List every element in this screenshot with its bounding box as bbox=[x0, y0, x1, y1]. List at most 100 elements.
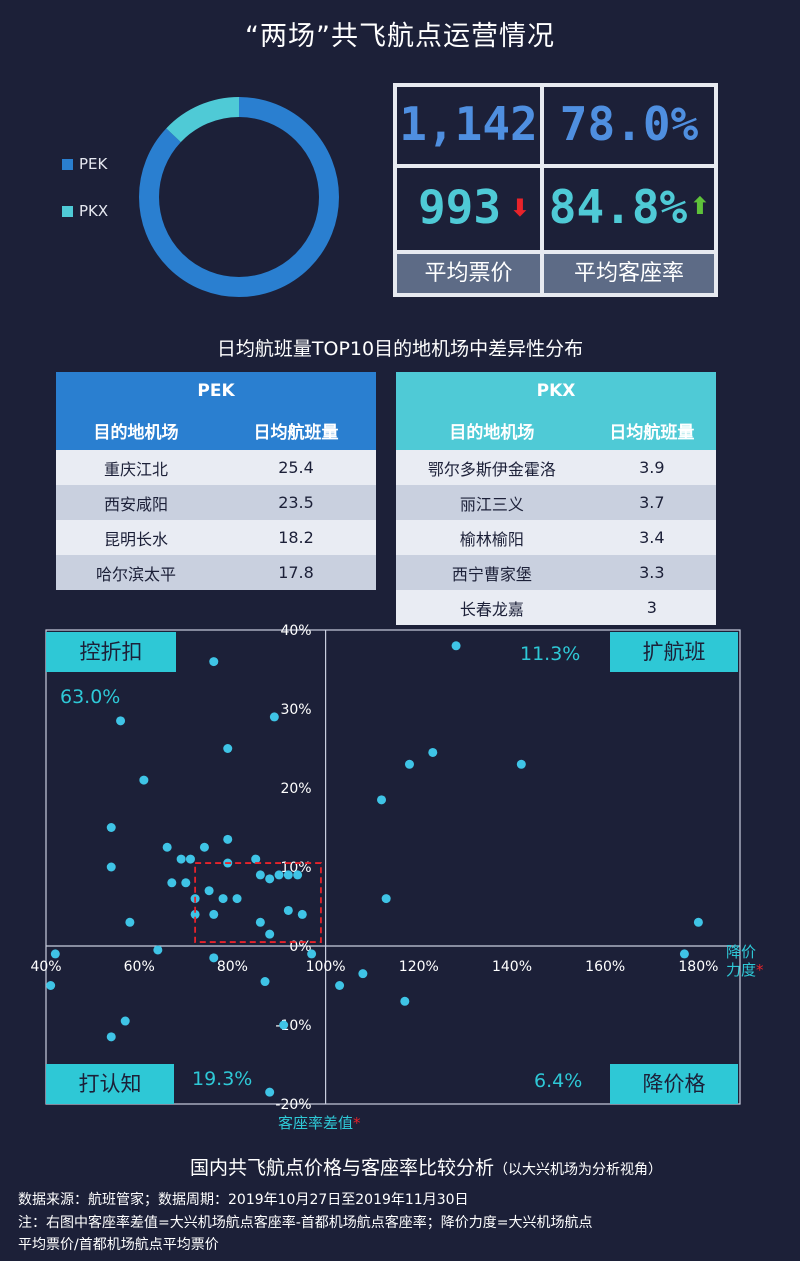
data-point bbox=[404, 759, 414, 769]
data-point bbox=[358, 969, 368, 979]
data-point bbox=[209, 909, 219, 919]
table-cell: 23.5 bbox=[216, 485, 376, 520]
x-tick-label: 60% bbox=[124, 959, 155, 975]
table-cell: 昆明长水 bbox=[56, 520, 216, 555]
data-point bbox=[209, 953, 219, 963]
data-point bbox=[265, 929, 275, 939]
kpi-pkx-load: 84.8% bbox=[548, 180, 688, 234]
pek-table-caption: PEK bbox=[56, 372, 376, 410]
definition-note-cont: 平均票价/首都机场航点平均票价 bbox=[18, 1237, 219, 1253]
table-cell: 25.4 bbox=[216, 450, 376, 485]
data-point bbox=[190, 909, 200, 919]
arrow-up-icon: ⬆ bbox=[689, 192, 710, 220]
quadrant-label-top-right: 扩航班 bbox=[610, 632, 738, 672]
chart-caption-main: 国内共飞航点价格与客座率比较分析 bbox=[190, 1157, 495, 1179]
x-tick-label: 100% bbox=[306, 959, 346, 975]
y-tick-label: 0% bbox=[289, 939, 311, 955]
table-row: 哈尔滨太平 17.8 bbox=[56, 555, 376, 590]
x-tick-label: 120% bbox=[399, 959, 439, 975]
x-axis-label-line2: 力度 bbox=[726, 961, 756, 979]
arrow-down-icon: ⬇ bbox=[509, 194, 530, 222]
legend-item-pek: PEK bbox=[62, 155, 107, 173]
pkx-header-airport: 目的地机场 bbox=[449, 422, 535, 443]
plot-frame bbox=[45, 629, 741, 1105]
pek-table: PEK 目的地机场 日均航班量 重庆江北 25.4 西安咸阳 23.5 昆明长水 18… bbox=[56, 372, 376, 590]
data-point bbox=[46, 981, 56, 990]
kpi-cell-pek-price: 1,142 bbox=[397, 87, 540, 164]
pkx-table: PKX 目的地机场 日均航班量 鄂尔多斯伊金霍洛 3.9 丽江三义 3.7 榆林榆阳… bbox=[396, 372, 716, 625]
donut-svg bbox=[139, 97, 339, 297]
quadrant-pct-top-left: 63.0% bbox=[60, 686, 121, 708]
y-tick-label: 20% bbox=[280, 781, 311, 797]
data-point bbox=[153, 945, 163, 955]
y-tick-label: 40% bbox=[280, 623, 311, 639]
data-point bbox=[283, 870, 293, 880]
table-cell: 3.4 bbox=[587, 520, 716, 555]
kpi-cell-pkx-price: 993 ⬇ bbox=[397, 168, 540, 250]
table-cell: 鄂尔多斯伊金霍洛 bbox=[396, 450, 588, 485]
table-cell: 西安咸阳 bbox=[56, 485, 216, 520]
quadrant-label-bottom-right: 降价格 bbox=[610, 1064, 738, 1104]
source-note: 数据来源：航班管家；数据周期：2019年10月27日至2019年11月30日 bbox=[18, 1192, 469, 1208]
kpi-pkx-price: 993 bbox=[417, 180, 502, 234]
y-axis-label-asterisk: * bbox=[353, 1114, 361, 1132]
data-points bbox=[46, 641, 703, 1097]
chart-caption-sub: （以大兴机场为分析视角） bbox=[494, 1162, 663, 1178]
pek-header-flights: 日均航班量 bbox=[253, 422, 339, 443]
data-point bbox=[255, 870, 265, 880]
table-cell: 17.8 bbox=[216, 555, 376, 590]
legend-label-pkx: PKX bbox=[79, 202, 109, 220]
definition-note: 注：右图中客座率差值=大兴机场航点客座率-首都机场航点客座率；降价力度=大兴机场… bbox=[18, 1215, 593, 1231]
highlight-box bbox=[194, 862, 322, 943]
kpi-label-price: 平均票价 bbox=[397, 254, 540, 293]
data-point bbox=[106, 862, 116, 872]
data-point bbox=[120, 1016, 130, 1026]
table-cell: 哈尔滨太平 bbox=[56, 555, 216, 590]
data-point bbox=[307, 949, 317, 959]
legend-item-pkx: PKX bbox=[62, 202, 108, 220]
quadrant-pct-bottom-right: 6.4% bbox=[534, 1070, 583, 1092]
data-point bbox=[223, 744, 233, 753]
kpi-pek-price: 1,142 bbox=[399, 97, 538, 151]
y-tick-label: -20% bbox=[275, 1097, 311, 1113]
data-point bbox=[106, 823, 116, 832]
data-point bbox=[679, 949, 689, 959]
x-axis-label-asterisk: * bbox=[756, 961, 764, 979]
table-row: 昆明长水 18.2 bbox=[56, 520, 376, 555]
table-row: 长春龙嘉 3 bbox=[396, 590, 716, 625]
tables-title: 日均航班量TOP10目的地机场中差异性分布 bbox=[216, 338, 584, 360]
data-point bbox=[428, 747, 438, 757]
data-point bbox=[516, 759, 526, 769]
data-point bbox=[377, 795, 387, 805]
table-cell: 18.2 bbox=[216, 520, 376, 555]
donut-slice-pkx bbox=[139, 97, 339, 297]
data-point bbox=[176, 854, 186, 864]
data-point bbox=[293, 870, 303, 880]
data-point bbox=[279, 1020, 289, 1030]
data-point bbox=[400, 996, 410, 1006]
kpi-pek-load: 78.0% bbox=[559, 97, 699, 151]
data-point bbox=[255, 917, 265, 927]
axes bbox=[46, 630, 740, 1104]
data-point bbox=[693, 917, 703, 927]
table-cell: 3.3 bbox=[587, 555, 716, 590]
data-point bbox=[204, 886, 214, 896]
pek-header-airport: 目的地机场 bbox=[93, 422, 179, 443]
legend-swatch-pek bbox=[62, 158, 73, 170]
pkx-table-caption: PKX bbox=[396, 372, 716, 410]
kpi-grid: 1,142 78.0% 993 ⬇ 84.8% ⬆ 平均票价 平均客座率 bbox=[393, 83, 718, 297]
data-point bbox=[199, 842, 209, 852]
table-cell: 榆林榆阳 bbox=[396, 520, 588, 555]
x-tick-label: 160% bbox=[585, 959, 625, 975]
data-point bbox=[260, 977, 270, 987]
data-point bbox=[223, 834, 233, 844]
scatter-chart: 40% 60% 80% 100% 120% 140% 160% 180%40%30%20%10… bbox=[30, 623, 764, 1132]
kpi-label-load: 平均客座率 bbox=[544, 254, 714, 293]
kpi-cell-pek-load: 78.0% bbox=[544, 87, 714, 164]
x-axis-label: 降价力度* bbox=[726, 943, 764, 979]
data-point bbox=[106, 1032, 116, 1042]
table-row: 丽江三义 3.7 bbox=[396, 485, 716, 520]
x-axis-label-line1: 降价 bbox=[726, 943, 756, 961]
x-tick-label: 180% bbox=[678, 959, 718, 975]
table-cell: 3 bbox=[587, 590, 716, 625]
